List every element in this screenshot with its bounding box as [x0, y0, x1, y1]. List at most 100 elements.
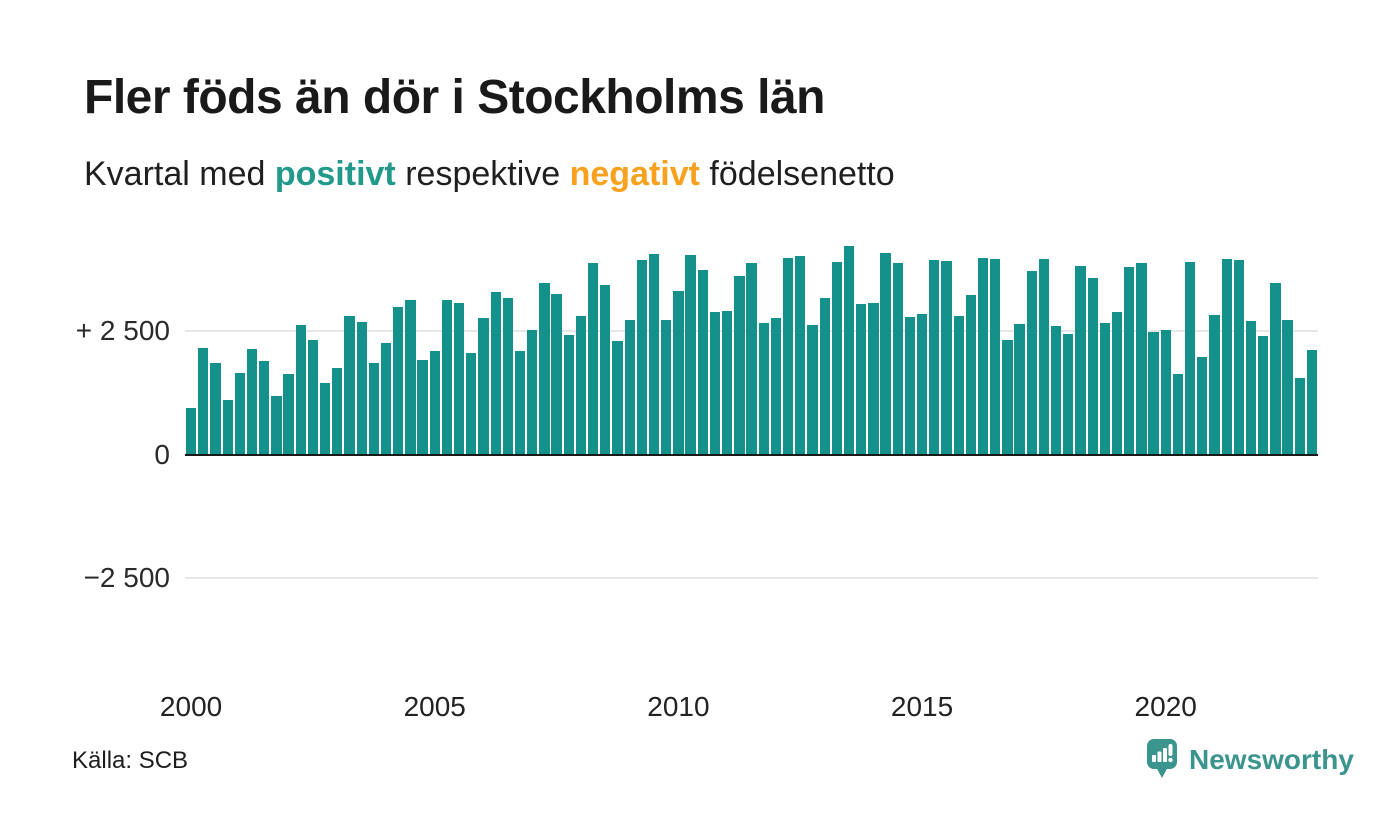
source-note: Källa: SCB	[72, 747, 189, 774]
bar-2021Q4	[1245, 320, 1257, 455]
bar-2005Q4	[466, 352, 477, 455]
bar-2012Q3	[795, 255, 806, 455]
subtitle-negative-word: negativt	[569, 155, 700, 193]
bar-2009Q3	[648, 254, 660, 455]
bar-2003Q3	[356, 322, 367, 455]
bar-2000Q1	[186, 408, 197, 455]
bar-2015Q4	[953, 315, 964, 455]
bar-2010Q4	[709, 311, 721, 455]
bar-2001Q2	[246, 349, 258, 455]
y-tick-label-0: 0	[154, 438, 170, 470]
bar-2015Q3	[941, 260, 952, 455]
bar-2000Q2	[198, 347, 209, 455]
bar-2012Q1	[770, 317, 782, 455]
bar-2018Q3	[1087, 278, 1098, 455]
gridline--2500	[185, 577, 1318, 579]
bar-2004Q4	[417, 360, 428, 455]
bar-2018Q4	[1099, 323, 1110, 455]
bar-2010Q1	[673, 290, 684, 455]
bar-2004Q3	[405, 299, 416, 455]
bar-2019Q4	[1148, 332, 1159, 455]
bar-2013Q1	[819, 298, 830, 455]
bar-2013Q3	[843, 245, 855, 455]
bar-2009Q2	[636, 259, 648, 455]
bar-2006Q2	[490, 292, 501, 455]
brand-name: Newsworthy	[1189, 744, 1354, 775]
subtitle-part-1: Kvartal med	[84, 155, 275, 193]
bar-2017Q4	[1050, 325, 1062, 455]
bar-2005Q2	[441, 300, 453, 455]
bar-2010Q3	[697, 270, 708, 455]
bar-2009Q1	[624, 320, 635, 455]
bar-2013Q4	[856, 303, 867, 455]
bar-2011Q3	[746, 262, 757, 455]
bar-2000Q3	[210, 363, 221, 455]
bar-2020Q2	[1172, 373, 1184, 455]
bar-2023Q1	[1306, 349, 1318, 455]
bar-2002Q4	[320, 382, 331, 455]
bar-2011Q4	[758, 323, 769, 455]
bar-2007Q4	[563, 335, 574, 455]
bar-2017Q3	[1038, 259, 1050, 455]
bar-2019Q3	[1136, 262, 1147, 455]
bar-2001Q4	[271, 395, 282, 455]
bar-2016Q2	[977, 257, 989, 455]
plot-area	[185, 240, 1318, 590]
bar-2009Q4	[661, 320, 672, 455]
bar-2014Q3	[892, 262, 903, 455]
bar-2007Q2	[539, 282, 550, 455]
bar-2022Q1	[1258, 335, 1269, 455]
bar-2020Q4	[1197, 356, 1208, 455]
zero-axis-line	[185, 453, 1318, 456]
bar-2019Q1	[1111, 312, 1123, 455]
bar-2022Q3	[1282, 319, 1293, 455]
subtitle-part-2: respektive	[395, 155, 570, 193]
bar-2008Q2	[588, 263, 599, 455]
bar-2007Q1	[527, 329, 538, 455]
bar-2015Q2	[929, 259, 940, 455]
chart-title: Fler föds än dör i Stockholms län	[84, 71, 825, 124]
bar-2014Q2	[880, 252, 891, 455]
subtitle-part-3: födelsenetto	[699, 155, 895, 193]
bar-2021Q2	[1221, 258, 1232, 455]
bar-2022Q4	[1294, 378, 1305, 455]
bar-2002Q3	[307, 339, 319, 455]
bar-2014Q4	[904, 317, 916, 455]
bar-2021Q3	[1233, 260, 1244, 455]
bar-2000Q4	[222, 400, 233, 455]
bar-2007Q3	[551, 293, 562, 455]
bar-2005Q1	[429, 350, 440, 455]
bar-2011Q1	[722, 310, 733, 455]
bar-2003Q4	[368, 362, 380, 455]
bar-2010Q2	[685, 254, 696, 455]
bar-2001Q3	[259, 360, 270, 455]
bar-2012Q4	[807, 324, 818, 455]
bar-2018Q2	[1075, 266, 1086, 455]
x-tick-label-2020: 2020	[1134, 691, 1197, 722]
x-tick-label-2010: 2010	[647, 691, 710, 722]
bar-2006Q3	[502, 298, 514, 455]
bar-2008Q3	[600, 285, 611, 455]
brand-logo: Newsworthy	[1147, 737, 1354, 783]
chart-subtitle: Kvartal med positivt respektive negativt…	[84, 155, 895, 194]
bar-2020Q1	[1160, 329, 1171, 455]
bar-2008Q4	[612, 340, 623, 455]
x-tick-label-2000: 2000	[159, 691, 223, 722]
bar-2003Q2	[344, 316, 355, 455]
bar-2002Q2	[295, 325, 306, 455]
x-tick-label-2015: 2015	[890, 691, 954, 722]
x-tick-label-2005: 2005	[403, 691, 466, 722]
bar-2006Q4	[514, 350, 526, 455]
bar-2011Q2	[734, 275, 745, 455]
bar-2006Q1	[478, 318, 489, 455]
bar-2014Q1	[868, 302, 879, 455]
bar-2021Q1	[1209, 315, 1220, 455]
bar-2016Q3	[990, 259, 1001, 455]
subtitle-positive-word: positivt	[274, 155, 396, 193]
y-tick-label-2500: + 2 500	[75, 315, 170, 346]
bar-2022Q2	[1270, 282, 1281, 455]
y-tick-label--2500: −2 500	[83, 562, 170, 593]
bar-2012Q2	[782, 257, 794, 455]
newsworthy-logo-icon	[1147, 739, 1177, 778]
